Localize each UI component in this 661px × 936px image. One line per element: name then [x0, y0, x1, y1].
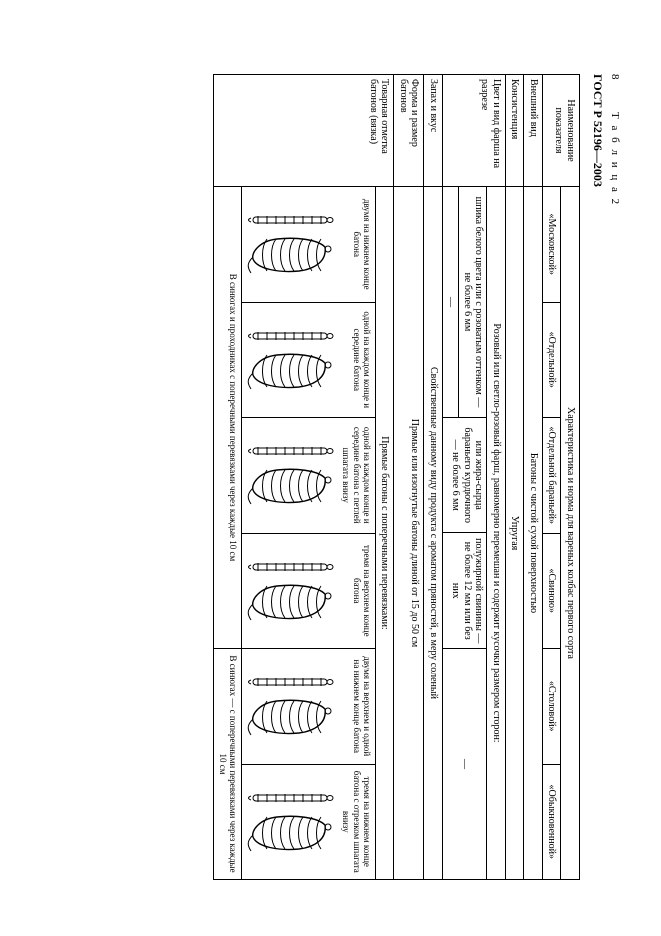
- tie-5: тремя на нижнем конце батона с отрезком …: [338, 764, 376, 880]
- tie-3: тремя на верхнем конце батона: [338, 533, 376, 649]
- appearance-val: Батоны с чистой сухой поверхностью: [524, 187, 543, 880]
- color-c4: полужирной свинины — не более 12 мм или …: [443, 533, 487, 649]
- saus-1: [241, 302, 338, 418]
- brand-1: «Отдельной»: [543, 302, 562, 418]
- color-c2: —: [443, 187, 459, 417]
- stick-cap-right: В синюгах — с поперечными перевязками че…: [214, 649, 242, 880]
- saus-4: [241, 649, 338, 765]
- color-inner: шпика белого цвета или с розоватым оттен…: [443, 187, 488, 879]
- brand-2: «Отдельной бараньей»: [543, 418, 562, 534]
- saus-2: [241, 418, 338, 534]
- brand-0: «Московской»: [543, 187, 562, 303]
- color-top: Розовый или светло-розовый фарш, равноме…: [488, 187, 506, 880]
- color-c56: —: [443, 649, 487, 879]
- consistency-val: Упругая: [506, 187, 525, 880]
- appearance-label: Внешний вид: [524, 75, 543, 187]
- color-c1: шпика белого цвета или с розоватым оттен…: [459, 187, 487, 417]
- brand-4: «Столовой»: [543, 649, 562, 765]
- gost-code: ГОСТ Р 52196—2003: [590, 74, 605, 880]
- page-number: 8: [609, 74, 621, 88]
- brand-3: «Свиною»: [543, 533, 562, 649]
- col0-head: Наименование показателя: [543, 75, 580, 187]
- group-head: Характеристика и норма для вареных колба…: [561, 187, 580, 880]
- table-label: Т а б л и ц а 2: [609, 112, 621, 206]
- shape-label: Форма и размер батонов: [394, 75, 424, 187]
- stick-cap-left: В синюгах и проходниках с поперечными пе…: [214, 187, 242, 649]
- marking-top: Прямые батоны с поперечными перевязками:: [376, 187, 395, 880]
- consistency-label: Консистенция: [506, 75, 525, 187]
- saus-0: [241, 187, 338, 303]
- taste-label: Запах и вкус: [424, 75, 443, 187]
- tie-4: двумя на верхнем и одной на нижнем конце…: [338, 649, 376, 765]
- tie-0: двумя на нижнем конце батона: [338, 187, 376, 303]
- color-label: Цвет и вид фарша на разрезе: [443, 75, 506, 187]
- marking-label: Товарная отметка батонов (вязка): [214, 75, 394, 187]
- tie-2: одной на каждом конце и середине батона …: [338, 418, 376, 534]
- color-c3: или жира-сырца бараньего курдючного — не…: [443, 417, 487, 533]
- saus-5: [241, 764, 338, 880]
- saus-3: [241, 533, 338, 649]
- spec-table: Наименование показателя Характеристика и…: [213, 74, 580, 880]
- shape-val: Прямые или изогнутые батоны длиной от 15…: [394, 187, 424, 880]
- brand-5: «Обыкновенной»: [543, 764, 562, 880]
- tie-1: одной на каждом конце и середине батона: [338, 302, 376, 418]
- taste-val: Свойственные данному виду продукта с аро…: [424, 187, 443, 880]
